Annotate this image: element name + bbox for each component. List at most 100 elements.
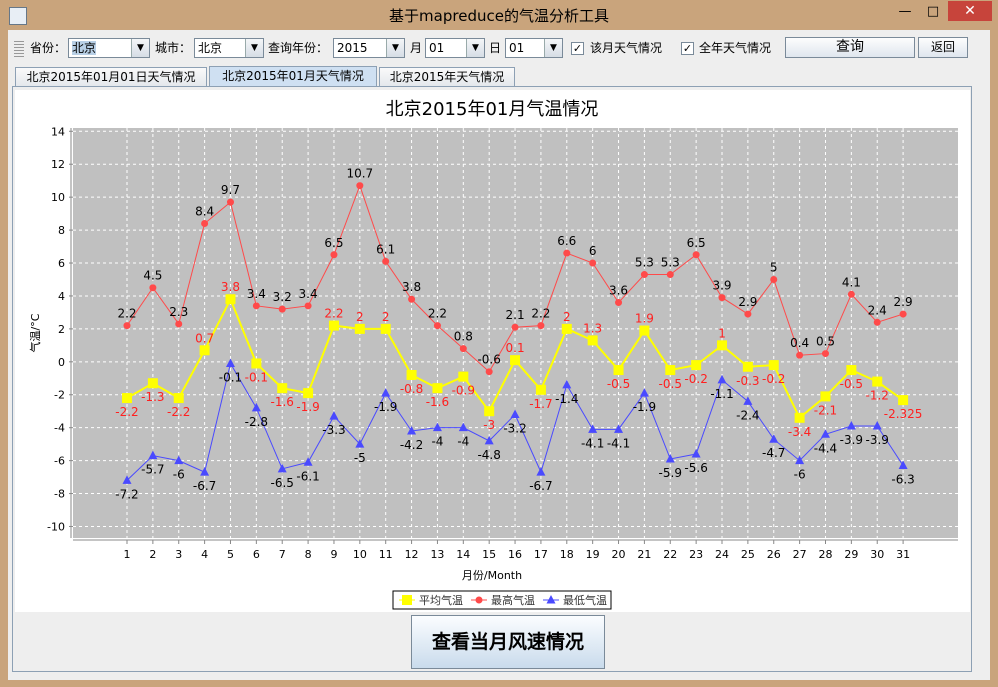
marker bbox=[820, 429, 830, 438]
checkbox[interactable]: ✓ bbox=[681, 42, 694, 55]
legend-label: 最低气温 bbox=[563, 593, 607, 607]
marker bbox=[149, 284, 157, 292]
minimize-button[interactable]: — bbox=[898, 4, 912, 19]
data-label: -2.2 bbox=[115, 405, 138, 419]
marker bbox=[743, 396, 753, 405]
data-label: 0.8 bbox=[454, 330, 473, 344]
x-tick-label: 16 bbox=[508, 548, 522, 561]
legend-label: 最高气温 bbox=[491, 593, 535, 607]
tab[interactable]: 北京2015年01月01日天气情况 bbox=[15, 67, 207, 86]
marker bbox=[122, 475, 132, 484]
marker bbox=[251, 358, 262, 369]
data-label: 2 bbox=[382, 310, 390, 324]
x-tick-label: 27 bbox=[793, 548, 807, 561]
marker bbox=[175, 320, 183, 328]
combo-value: 01 bbox=[509, 41, 525, 55]
x-tick-label: 30 bbox=[870, 548, 884, 561]
x-tick-label: 19 bbox=[586, 548, 600, 561]
data-label: -0.9 bbox=[452, 384, 475, 398]
data-label: -4.1 bbox=[581, 436, 604, 450]
data-label: -7.2 bbox=[115, 487, 138, 501]
data-label: 2.2 bbox=[324, 307, 343, 321]
checkbox[interactable]: ✓ bbox=[571, 42, 584, 55]
marker bbox=[614, 424, 624, 433]
wind-speed-button[interactable]: 查看当月风速情况 bbox=[411, 615, 605, 669]
marker bbox=[873, 318, 881, 326]
marker bbox=[330, 251, 338, 259]
combo-arrow: ▼ bbox=[466, 39, 484, 57]
data-label: -4.4 bbox=[814, 441, 837, 455]
marker bbox=[200, 467, 210, 476]
marker bbox=[510, 355, 521, 366]
data-label: 0.1 bbox=[506, 341, 525, 355]
data-label: 1 bbox=[718, 326, 726, 340]
data-label: -3.9 bbox=[840, 433, 863, 447]
x-tick-label: 5 bbox=[227, 548, 234, 561]
marker bbox=[408, 295, 416, 303]
close-button[interactable]: ✕ bbox=[948, 1, 992, 21]
marker bbox=[226, 198, 234, 206]
marker bbox=[796, 351, 804, 359]
province-combo[interactable]: 北京 ▼ bbox=[68, 38, 150, 58]
marker bbox=[355, 439, 365, 448]
marker bbox=[277, 463, 287, 473]
city-combo[interactable]: 北京 ▼ bbox=[194, 38, 264, 58]
marker bbox=[381, 388, 391, 397]
data-label: -4 bbox=[431, 435, 443, 449]
legend-box bbox=[392, 590, 612, 610]
marker bbox=[459, 345, 467, 353]
data-label: -0.8 bbox=[400, 382, 423, 396]
x-tick-label: 3 bbox=[175, 548, 182, 561]
x-tick-label: 8 bbox=[305, 548, 312, 561]
x-tick-label: 29 bbox=[844, 548, 858, 561]
x-tick-label: 9 bbox=[330, 548, 337, 561]
maximize-button[interactable]: □ bbox=[926, 4, 940, 19]
data-label: -6.7 bbox=[193, 479, 216, 493]
data-label: 5.3 bbox=[635, 256, 654, 270]
marker bbox=[458, 422, 468, 432]
x-tick-label: 25 bbox=[741, 548, 755, 561]
x-tick-label: 21 bbox=[637, 548, 651, 561]
data-label: -2.4 bbox=[736, 408, 759, 422]
tab-selected[interactable]: 北京2015年01月天气情况 bbox=[209, 66, 377, 87]
marker bbox=[148, 450, 158, 460]
chart: 北京2015年01月气温情况 月份/Month 气温/°C -10-8-6-4-… bbox=[15, 90, 970, 612]
marker bbox=[898, 395, 909, 406]
data-label: -5.9 bbox=[659, 466, 682, 480]
data-label: -0.5 bbox=[840, 377, 863, 391]
month-combo[interactable]: 01 ▼ bbox=[425, 38, 485, 58]
x-tick-label: 22 bbox=[663, 548, 677, 561]
y-tick-label: 12 bbox=[51, 158, 65, 171]
marker bbox=[277, 383, 288, 394]
year-combo[interactable]: 2015 ▼ bbox=[333, 38, 405, 58]
back-button[interactable]: 返回 bbox=[918, 37, 968, 58]
tab[interactable]: 北京2015年天气情况 bbox=[379, 67, 515, 86]
data-label: 3.9 bbox=[712, 279, 731, 293]
data-label: 2.9 bbox=[738, 295, 757, 309]
query-button[interactable]: 查询 bbox=[785, 37, 915, 58]
checkbox-label: 该月天气情况 bbox=[590, 41, 663, 55]
data-label: 5.3 bbox=[661, 256, 680, 270]
marker bbox=[147, 378, 158, 389]
data-label: -1.1 bbox=[710, 387, 733, 401]
data-label: -4.2 bbox=[400, 438, 423, 452]
data-label: 2.3 bbox=[169, 305, 188, 319]
marker bbox=[173, 393, 184, 404]
x-tick-label: 13 bbox=[430, 548, 444, 561]
marker bbox=[536, 467, 546, 476]
data-label: -0.1 bbox=[245, 370, 268, 384]
data-label: -6 bbox=[794, 468, 806, 482]
marker bbox=[251, 402, 261, 412]
combo-value: 北京 bbox=[72, 41, 97, 55]
day-combo[interactable]: 01 ▼ bbox=[505, 38, 563, 58]
data-label: -6.7 bbox=[529, 479, 552, 493]
marker bbox=[639, 325, 650, 336]
data-label: -2.2 bbox=[167, 405, 190, 419]
field-label: 日 bbox=[489, 41, 502, 55]
marker bbox=[511, 323, 519, 331]
marker bbox=[328, 320, 339, 331]
toolbar-grip bbox=[14, 39, 24, 57]
marker bbox=[174, 455, 184, 465]
data-label: 3.6 bbox=[609, 284, 628, 298]
data-label: -2.325 bbox=[884, 407, 923, 421]
